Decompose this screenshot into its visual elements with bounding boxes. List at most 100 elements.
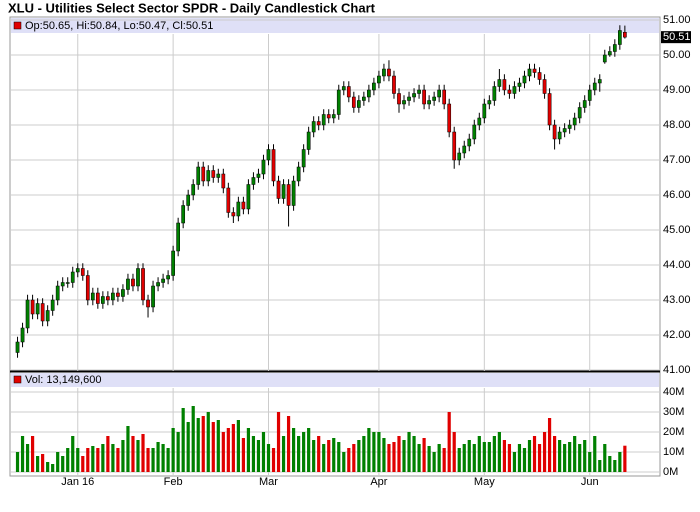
volume-bar [588,452,592,472]
candle-body [537,72,542,80]
candle-body [301,149,306,168]
candle-body [171,250,175,276]
candle-body [567,124,572,129]
volume-bar [241,438,245,472]
candle-body [547,93,552,126]
volume-bar [251,436,256,472]
candle-body [572,117,577,126]
volume-bar [201,416,205,472]
candle-body [101,296,105,304]
volume-bar [563,444,567,472]
volume-bar [25,444,30,472]
volume-bar [196,418,200,472]
candle-body [276,180,281,199]
volume-bar [226,428,230,472]
candle-body [507,89,512,94]
volume-bar [276,412,281,472]
volume-bar [347,448,351,472]
volume-bar [512,452,517,472]
volume-bar [482,442,486,472]
volume-bar [613,460,617,472]
volume-bar [517,444,522,472]
candle-body [196,166,201,185]
volume-bar [317,436,321,472]
y-tick-label: 50.00 [663,49,691,61]
volume-bar [447,412,451,472]
volume-bar [593,436,597,472]
volume-bar [322,444,326,472]
candle-body [367,89,371,98]
candle-body [231,212,236,217]
candle-body [517,82,522,87]
candle-body [412,93,416,98]
volume-bar [61,456,65,472]
candle-body [191,184,196,196]
volume-bar [15,452,20,472]
volume-bar [432,452,436,472]
volume-bar [281,436,286,472]
candle-body [432,96,436,101]
volume-bar [266,444,271,472]
volume-bar [547,418,552,472]
candle-body [356,100,361,108]
candle-body [602,54,607,63]
y-tick-label: 42.00 [663,329,691,341]
volume-bar [121,440,125,472]
candle-body [226,187,231,213]
candle-body [512,86,517,94]
volume-bar [337,442,341,472]
candle-body [236,201,241,217]
volume-bar [462,444,466,472]
volume-bar [312,440,316,472]
volume-bar [583,440,587,472]
candle-body [407,96,411,101]
candle-body [201,166,206,182]
volume-bar [387,444,391,472]
volume-bar [382,438,386,472]
candle-body [422,89,426,105]
price-panel [9,16,661,372]
volume-bar [477,436,481,472]
volume-bar [171,428,175,472]
volume-bar [367,428,371,472]
x-tick-label: Jun [581,476,599,488]
volume-bar [472,444,476,472]
candle-body [45,310,50,322]
candle-body [20,327,25,343]
volume-bar [101,444,105,472]
volume-bar [532,436,537,472]
y-tick-label: 10M [663,446,684,458]
volume-bar [176,432,180,472]
candle-body [65,282,70,284]
candle-body [321,114,326,126]
candle-body [346,86,351,98]
volume-bar [542,432,547,472]
candle-body [70,271,75,283]
volume-bar [417,444,421,472]
candle-body [166,275,170,280]
candle-body [331,114,336,119]
candle-body [60,282,65,287]
candle-body [577,107,582,119]
volume-bar [522,448,527,472]
volume-bar [256,440,261,472]
candle-body [522,75,527,84]
volume-bar [487,442,491,472]
volume-bar [30,436,35,472]
volume-bar [422,438,426,472]
candle-body [447,103,452,133]
candle-body [382,68,386,77]
candle-body [502,79,507,91]
volume-bar [402,440,406,472]
candle-body [492,86,497,101]
volume-bar [151,448,155,472]
volume-bar [623,445,627,472]
volume-bar [618,452,622,472]
volume-bar [537,444,542,472]
x-tick-label: Feb [164,476,183,488]
candle-body [387,68,391,77]
volume-bar [66,448,70,472]
volume-bar [41,454,45,472]
volume-bar [206,412,210,472]
candle-body [151,285,155,308]
